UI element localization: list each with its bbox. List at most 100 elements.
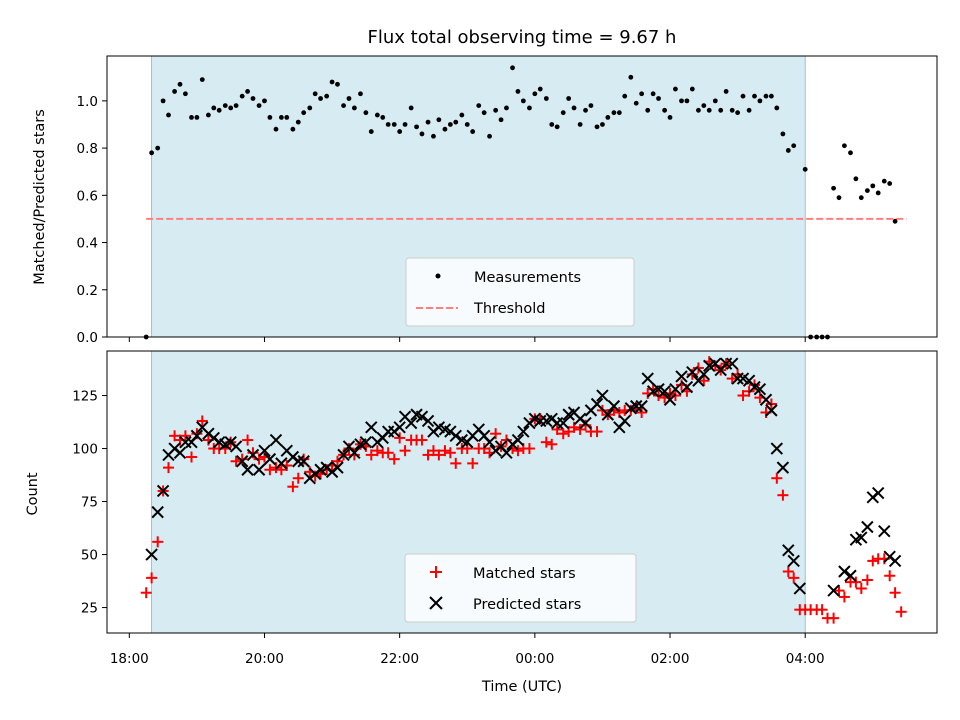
count-y-axis-label: Count — [25, 472, 41, 515]
matched-star-point — [196, 415, 208, 427]
predicted-star-point — [511, 433, 525, 447]
matched-star-point — [388, 453, 400, 465]
measurement-point — [391, 122, 397, 127]
y-tick-label: 0.4 — [77, 236, 98, 252]
measurement-point — [341, 103, 346, 108]
predicted-star-point — [680, 380, 694, 394]
measurement-point — [211, 105, 217, 111]
measurement-point — [520, 98, 526, 104]
matched-star-point — [163, 462, 175, 474]
measurement-point — [740, 93, 746, 99]
measurement-point — [149, 150, 155, 156]
matched-star-point — [382, 447, 394, 459]
measurement-point — [611, 110, 617, 116]
measurement-point — [566, 96, 572, 101]
matched-star-point — [179, 430, 191, 442]
measurement-point — [374, 112, 380, 118]
measurement-point — [166, 112, 171, 118]
matched-star-point — [523, 443, 535, 455]
measurement-point — [419, 131, 425, 137]
predicted-star-point — [725, 357, 739, 370]
predicted-star-point — [697, 368, 711, 381]
y-tick-label: 75 — [81, 495, 98, 511]
measurement-point — [780, 131, 786, 137]
measurement-point — [189, 114, 194, 120]
chart-title: Flux total observing time = 9.67 h — [368, 27, 677, 48]
measurement-point — [351, 105, 357, 111]
matched-star-point — [242, 434, 254, 446]
measurement-point — [515, 89, 521, 94]
legend-marker-predicted — [429, 596, 443, 610]
predicted-star-point — [292, 455, 305, 468]
measurement-point — [656, 96, 661, 101]
measurement-point — [380, 114, 386, 120]
predicted-star-point — [753, 382, 767, 396]
measurement-point — [239, 93, 245, 99]
measurement-point — [228, 105, 234, 111]
matched-star-point — [500, 434, 512, 446]
matched-star-point — [580, 419, 592, 431]
measurement-point — [757, 98, 763, 104]
measurement-point — [763, 93, 769, 99]
predicted-star-point — [365, 421, 378, 434]
predicted-star-point — [404, 416, 418, 430]
predicted-star-point — [331, 461, 344, 474]
predicted-star-point — [782, 544, 795, 557]
predicted-star-point — [838, 565, 851, 578]
matched-star-point — [782, 566, 794, 578]
measurement-point — [588, 103, 594, 108]
matched-star-point — [636, 406, 648, 418]
measurement-point — [696, 107, 701, 113]
predicted-star-point — [675, 370, 688, 383]
measurement-point — [453, 119, 459, 125]
x-tick-label: 04:00 — [786, 651, 825, 667]
y-tick-label: 100 — [72, 442, 98, 458]
measurement-point — [436, 117, 442, 123]
predicted-star-point — [618, 414, 631, 428]
predicted-star-point — [359, 435, 373, 449]
y-tick-label: 50 — [81, 548, 98, 564]
predicted-star-point — [630, 399, 643, 413]
predicted-star-point — [658, 385, 671, 398]
measurement-point — [774, 105, 780, 111]
x-tick-label: 02:00 — [651, 651, 690, 667]
measurement-point — [273, 126, 279, 132]
count-plot-frame — [106, 350, 938, 634]
matched-star-point — [771, 472, 783, 484]
measurement-point — [205, 112, 211, 118]
measurement-point — [594, 124, 600, 130]
y-tick-label: 0.2 — [77, 283, 98, 299]
predicted-star-point — [590, 397, 604, 411]
measurement-point — [335, 81, 340, 87]
measurement-point — [543, 96, 549, 101]
measurement-point — [532, 91, 538, 97]
predicted-stars-points — [145, 357, 902, 597]
measurement-point — [363, 110, 369, 116]
predicted-star-point — [888, 554, 902, 568]
matched-star-point — [540, 436, 552, 448]
measurement-point — [858, 195, 864, 201]
measurement-point — [848, 150, 853, 156]
measurement-point — [250, 96, 256, 101]
matched-star-point — [737, 390, 749, 402]
measurement-point — [831, 185, 836, 191]
matched-star-point — [394, 432, 406, 444]
measurement-point — [842, 143, 847, 149]
matched-star-point — [399, 445, 411, 457]
matched-star-point — [236, 453, 248, 465]
predicted-star-point — [235, 455, 249, 468]
measurement-point — [172, 89, 177, 94]
predicted-star-point — [500, 446, 513, 459]
matched-star-point — [867, 555, 879, 567]
count-y-axis-ticks: 25 50 75 100 125 — [72, 389, 107, 617]
matched-star-point — [365, 449, 377, 461]
measurement-point — [481, 110, 487, 116]
measurement-point — [470, 129, 476, 134]
measurement-point — [459, 112, 465, 118]
predicted-star-point — [596, 389, 609, 402]
measurement-point — [791, 143, 797, 149]
measurement-point — [290, 126, 296, 132]
measurement-point — [583, 107, 588, 113]
matched-star-point — [371, 445, 383, 457]
